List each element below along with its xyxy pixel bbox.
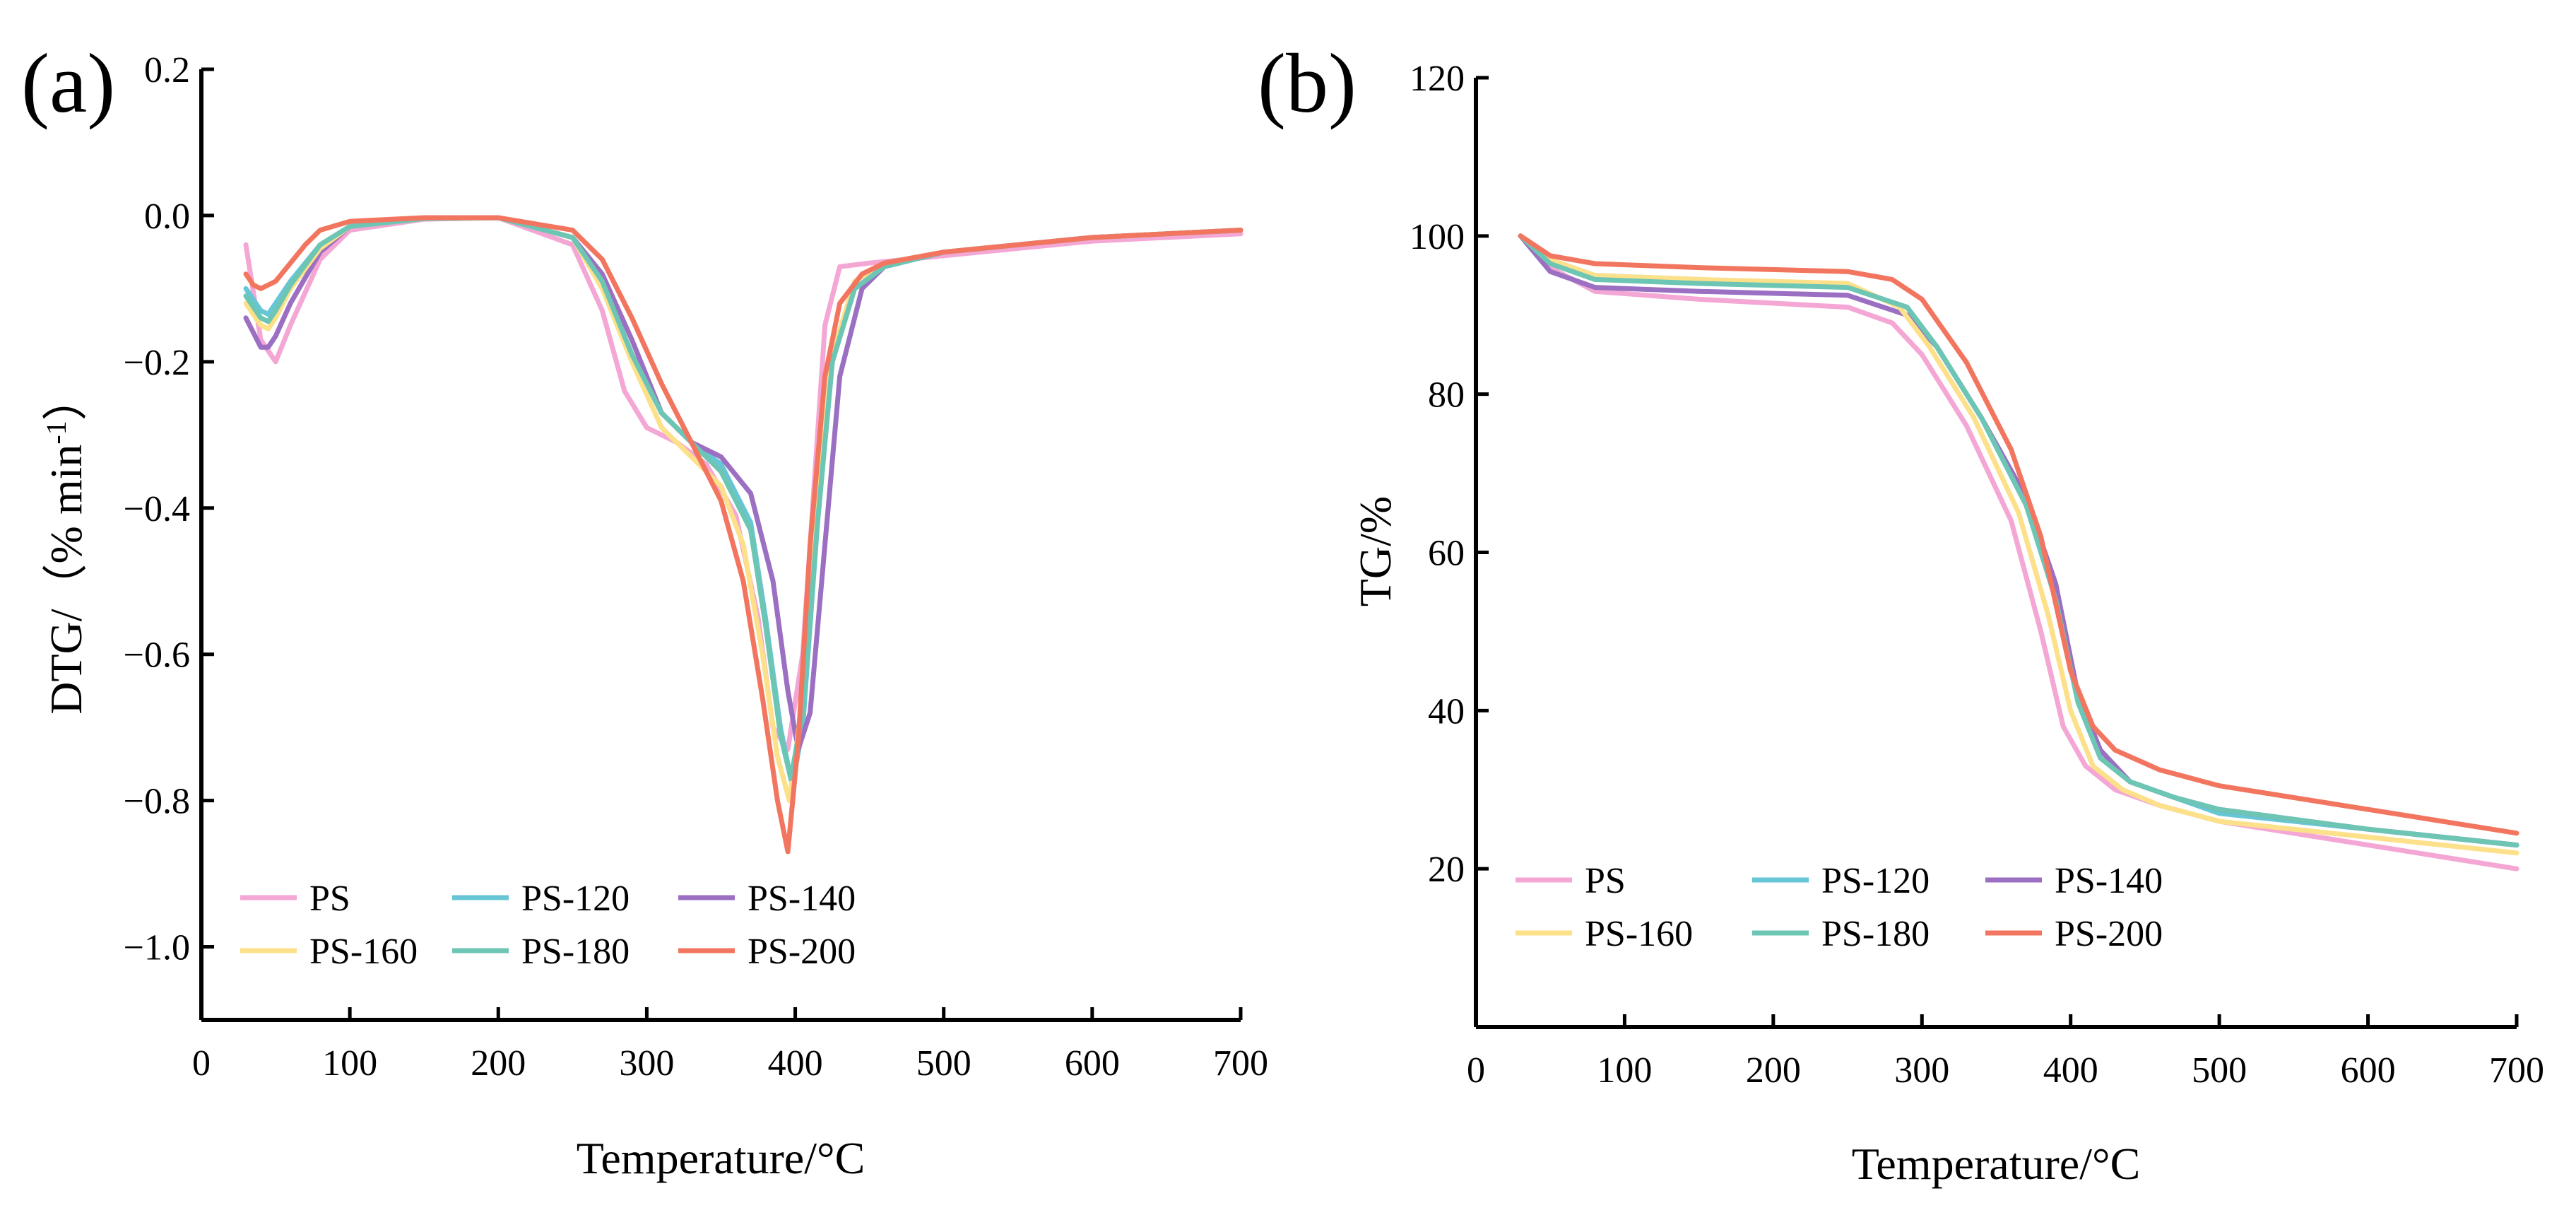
tg-x-tick-label-400: 400: [2043, 1050, 2098, 1091]
tg-chart: (b) 0 100 200 300 400 500 600 700 20 40 60 80 100 120…: [1258, 36, 2544, 1189]
tg-x-tick-label-200: 200: [1746, 1050, 1801, 1091]
dtg-x-tick-label-600: 600: [1065, 1043, 1120, 1084]
tg-y-tick-label-5: 120: [1410, 59, 1465, 99]
dtg-y-axis-title-main: DTG/（% min: [41, 445, 91, 715]
tg-y-tick-label-1: 40: [1428, 691, 1465, 732]
dtg-y-tick-label-2: −0.2: [124, 343, 190, 383]
dtg-legend: PS PS-120 PS-140 PS-160 PS-180 PS-200: [240, 879, 856, 972]
dtg-x-tick-label-500: 500: [916, 1043, 971, 1084]
dtg-legend-label-ps-140: PS-140: [748, 879, 856, 919]
tg-legend-label-ps-200: PS-200: [2055, 914, 2163, 954]
tg-series-ps-180: [1518, 233, 2519, 848]
tg-legend: PS PS-120 PS-140 PS-160 PS-180 PS-200: [1516, 861, 2163, 954]
dtg-x-tick-label-300: 300: [619, 1043, 674, 1084]
tg-y-tick-label-3: 80: [1428, 375, 1465, 416]
tg-ticks: 0 100 200 300 400 500 600 700 20 40 60 80 100 120: [1410, 59, 2544, 1091]
tg-legend-label-ps-160: PS-160: [1585, 914, 1693, 954]
tg-series-ps-160: [1518, 233, 2519, 856]
tg-series-ps: [1518, 233, 2519, 871]
dtg-legend-label-ps-120: PS-120: [521, 879, 630, 919]
dtg-x-axis-title: Temperature/°C: [577, 1133, 865, 1183]
tg-x-tick-label-300: 300: [1894, 1050, 1949, 1091]
dtg-series-ps-140: [243, 215, 1243, 752]
dtg-y-tick-label-6: −1.0: [124, 928, 190, 968]
dtg-y-tick-label-3: −0.4: [124, 489, 190, 529]
tg-series-lines: [1518, 233, 2519, 871]
tg-legend-label-ps: PS: [1585, 861, 1626, 901]
tg-y-tick-label-0: 20: [1428, 850, 1465, 890]
tg-legend-label-ps-180: PS-180: [1821, 914, 1930, 954]
tg-x-tick-label-100: 100: [1597, 1050, 1652, 1091]
dtg-y-axis-title-sup: -1: [40, 421, 72, 444]
dtg-y-tick-label-4: −0.6: [124, 635, 190, 676]
dtg-x-tick-label-400: 400: [768, 1043, 823, 1084]
tg-x-tick-label-500: 500: [2192, 1050, 2247, 1091]
tg-y-tick-label-2: 60: [1428, 534, 1465, 574]
dtg-series-ps-180: [243, 215, 1243, 782]
dtg-y-axis-title-close: ）: [41, 375, 91, 421]
tg-legend-label-ps-140: PS-140: [2055, 861, 2163, 901]
dtg-series-ps-120: [243, 215, 1243, 789]
dtg-y-tick-label-1: 0.0: [144, 196, 190, 237]
dtg-series-lines: [243, 215, 1243, 855]
dtg-y-axis-title: DTG/（% min-1）: [40, 375, 91, 715]
tg-x-tick-label-700: 700: [2489, 1050, 2544, 1091]
dtg-legend-label-ps-200: PS-200: [748, 932, 856, 972]
tg-y-axis-title: TG/%: [1350, 496, 1400, 606]
dtg-x-tick-label-700: 700: [1213, 1043, 1268, 1084]
dtg-x-tick-label-0: 0: [192, 1043, 211, 1084]
dtg-series-ps: [243, 215, 1243, 752]
tg-y-tick-label-4: 100: [1410, 217, 1465, 257]
tg-series-ps-200: [1518, 233, 2519, 836]
tg-x-tick-label-0: 0: [1467, 1050, 1485, 1091]
tg-x-tick-label-600: 600: [2341, 1050, 2396, 1091]
dtg-y-tick-label-0: 0.2: [144, 50, 190, 90]
tg-legend-label-ps-120: PS-120: [1821, 861, 1930, 901]
dtg-legend-label-ps-180: PS-180: [521, 932, 630, 972]
dtg-ticks: 0 100 200 300 400 500 600 700 0.2 0.0 −0.2 −0.4 −0.6…: [124, 50, 1268, 1084]
dtg-y-tick-label-5: −0.8: [124, 782, 190, 822]
dtg-x-tick-label-100: 100: [322, 1043, 377, 1084]
panel-a-label: (a): [21, 36, 115, 130]
tg-x-axis-title: Temperature/°C: [1852, 1139, 2141, 1189]
dtg-chart: (a) 0 100 200 300 400 500 600 700 0.2 0.0 −0.2 −0.4…: [21, 36, 1268, 1183]
dtg-legend-label-ps-160: PS-160: [309, 932, 418, 972]
dtg-x-tick-label-200: 200: [471, 1043, 526, 1084]
dtg-series-ps-200: [243, 215, 1243, 855]
dtg-legend-label-ps: PS: [309, 879, 350, 919]
panel-b-label: (b): [1258, 36, 1357, 130]
